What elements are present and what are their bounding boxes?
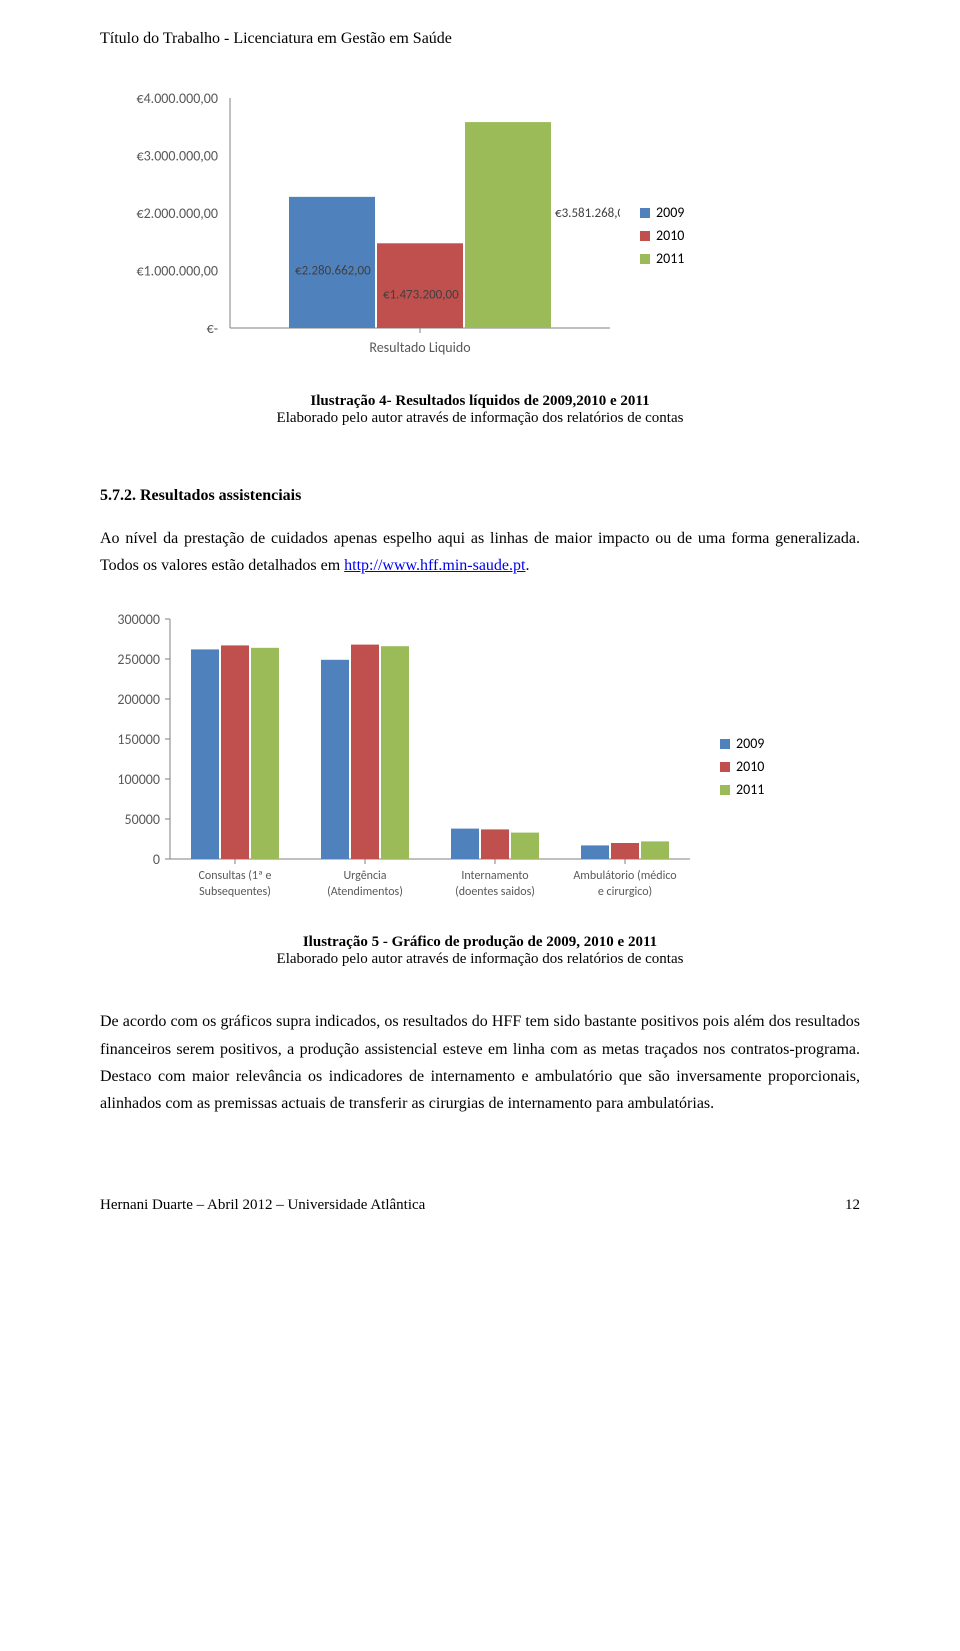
svg-text:Subsequentes): Subsequentes) xyxy=(199,885,271,899)
chart1-svg: €- €1.000.000,00 €2.000.000,00 €3.000.000,0… xyxy=(100,88,620,378)
svg-text:250000: 250000 xyxy=(117,651,160,668)
chart1-caption: Ilustração 4- Resultados líquidos de 200… xyxy=(100,393,860,427)
page-header: Título do Trabalho - Licenciatura em Ges… xyxy=(100,30,860,48)
para1-text-post: . xyxy=(525,557,529,574)
paragraph-2: De acordo com os gráficos supra indicado… xyxy=(100,1008,860,1117)
svg-text:€2.280.662,00: €2.280.662,00 xyxy=(295,264,371,279)
chart-producao: 0 50000 100000 150000 200000 250000 300000 Cons… xyxy=(100,609,860,924)
svg-text:e cirurgico): e cirurgico) xyxy=(598,885,652,899)
svg-text:50000: 50000 xyxy=(125,811,160,828)
svg-text:(Atendimentos): (Atendimentos) xyxy=(327,885,403,899)
svg-text:Internamento: Internamento xyxy=(461,869,528,883)
svg-text:€4.000.000,00: €4.000.000,00 xyxy=(136,90,218,107)
section-title: 5.7.2. Resultados assistenciais xyxy=(100,487,860,505)
legend2-2009: 2009 xyxy=(736,735,764,752)
footer-page-number: 12 xyxy=(845,1197,860,1214)
svg-text:€1.473.200,00: €1.473.200,00 xyxy=(383,288,459,303)
chart2-caption-sub: Elaborado pelo autor através de informaç… xyxy=(277,951,684,967)
legend-2011: 2011 xyxy=(656,250,684,267)
chart1-caption-title: Ilustração 4- Resultados líquidos de 200… xyxy=(310,393,649,409)
svg-text:Ambulátorio (médico: Ambulátorio (médico xyxy=(573,869,676,883)
svg-text:200000: 200000 xyxy=(117,691,160,708)
page-footer: Hernani Duarte – Abril 2012 – Universida… xyxy=(100,1197,860,1214)
svg-text:300000: 300000 xyxy=(117,611,160,628)
link-minsaude[interactable]: http://www.hff.min-saude.pt xyxy=(344,557,525,574)
paragraph-1: Ao nível da prestação de cuidados apenas… xyxy=(100,525,860,579)
svg-text:Consultas (1ª e: Consultas (1ª e xyxy=(198,869,271,883)
svg-text:€1.000.000,00: €1.000.000,00 xyxy=(136,263,218,280)
legend2-2010: 2010 xyxy=(736,758,764,775)
svg-text:0: 0 xyxy=(153,851,160,868)
chart2-caption: Ilustração 5 - Gráfico de produção de 20… xyxy=(100,934,860,968)
svg-text:Resultado Liquido: Resultado Liquido xyxy=(369,339,470,356)
legend2-2011: 2011 xyxy=(736,781,764,798)
svg-text:€2.000.000,00: €2.000.000,00 xyxy=(136,205,218,222)
chart1-caption-sub: Elaborado pelo autor através de informaç… xyxy=(277,410,684,426)
legend-2009: 2009 xyxy=(656,204,684,221)
svg-text:150000: 150000 xyxy=(117,731,160,748)
svg-text:100000: 100000 xyxy=(117,771,160,788)
svg-text:€-: €- xyxy=(207,320,218,337)
footer-left: Hernani Duarte – Abril 2012 – Universida… xyxy=(100,1197,425,1214)
chart-resultado-liquido: €- €1.000.000,00 €2.000.000,00 €3.000.000,0… xyxy=(100,88,860,383)
chart2-caption-title: Ilustração 5 - Gráfico de produção de 20… xyxy=(303,934,657,950)
legend-2010: 2010 xyxy=(656,227,684,244)
svg-text:Urgência: Urgência xyxy=(343,869,386,883)
svg-text:(doentes saidos): (doentes saidos) xyxy=(455,885,535,899)
chart2-legend: 2009 2010 2011 xyxy=(720,735,764,798)
chart2-svg: 0 50000 100000 150000 200000 250000 300000 Cons… xyxy=(100,609,700,919)
svg-text:€3.000.000,00: €3.000.000,00 xyxy=(136,148,218,165)
chart1-legend: 2009 2010 2011 xyxy=(640,204,684,267)
svg-text:€3.581.268,00: €3.581.268,00 xyxy=(555,206,620,221)
